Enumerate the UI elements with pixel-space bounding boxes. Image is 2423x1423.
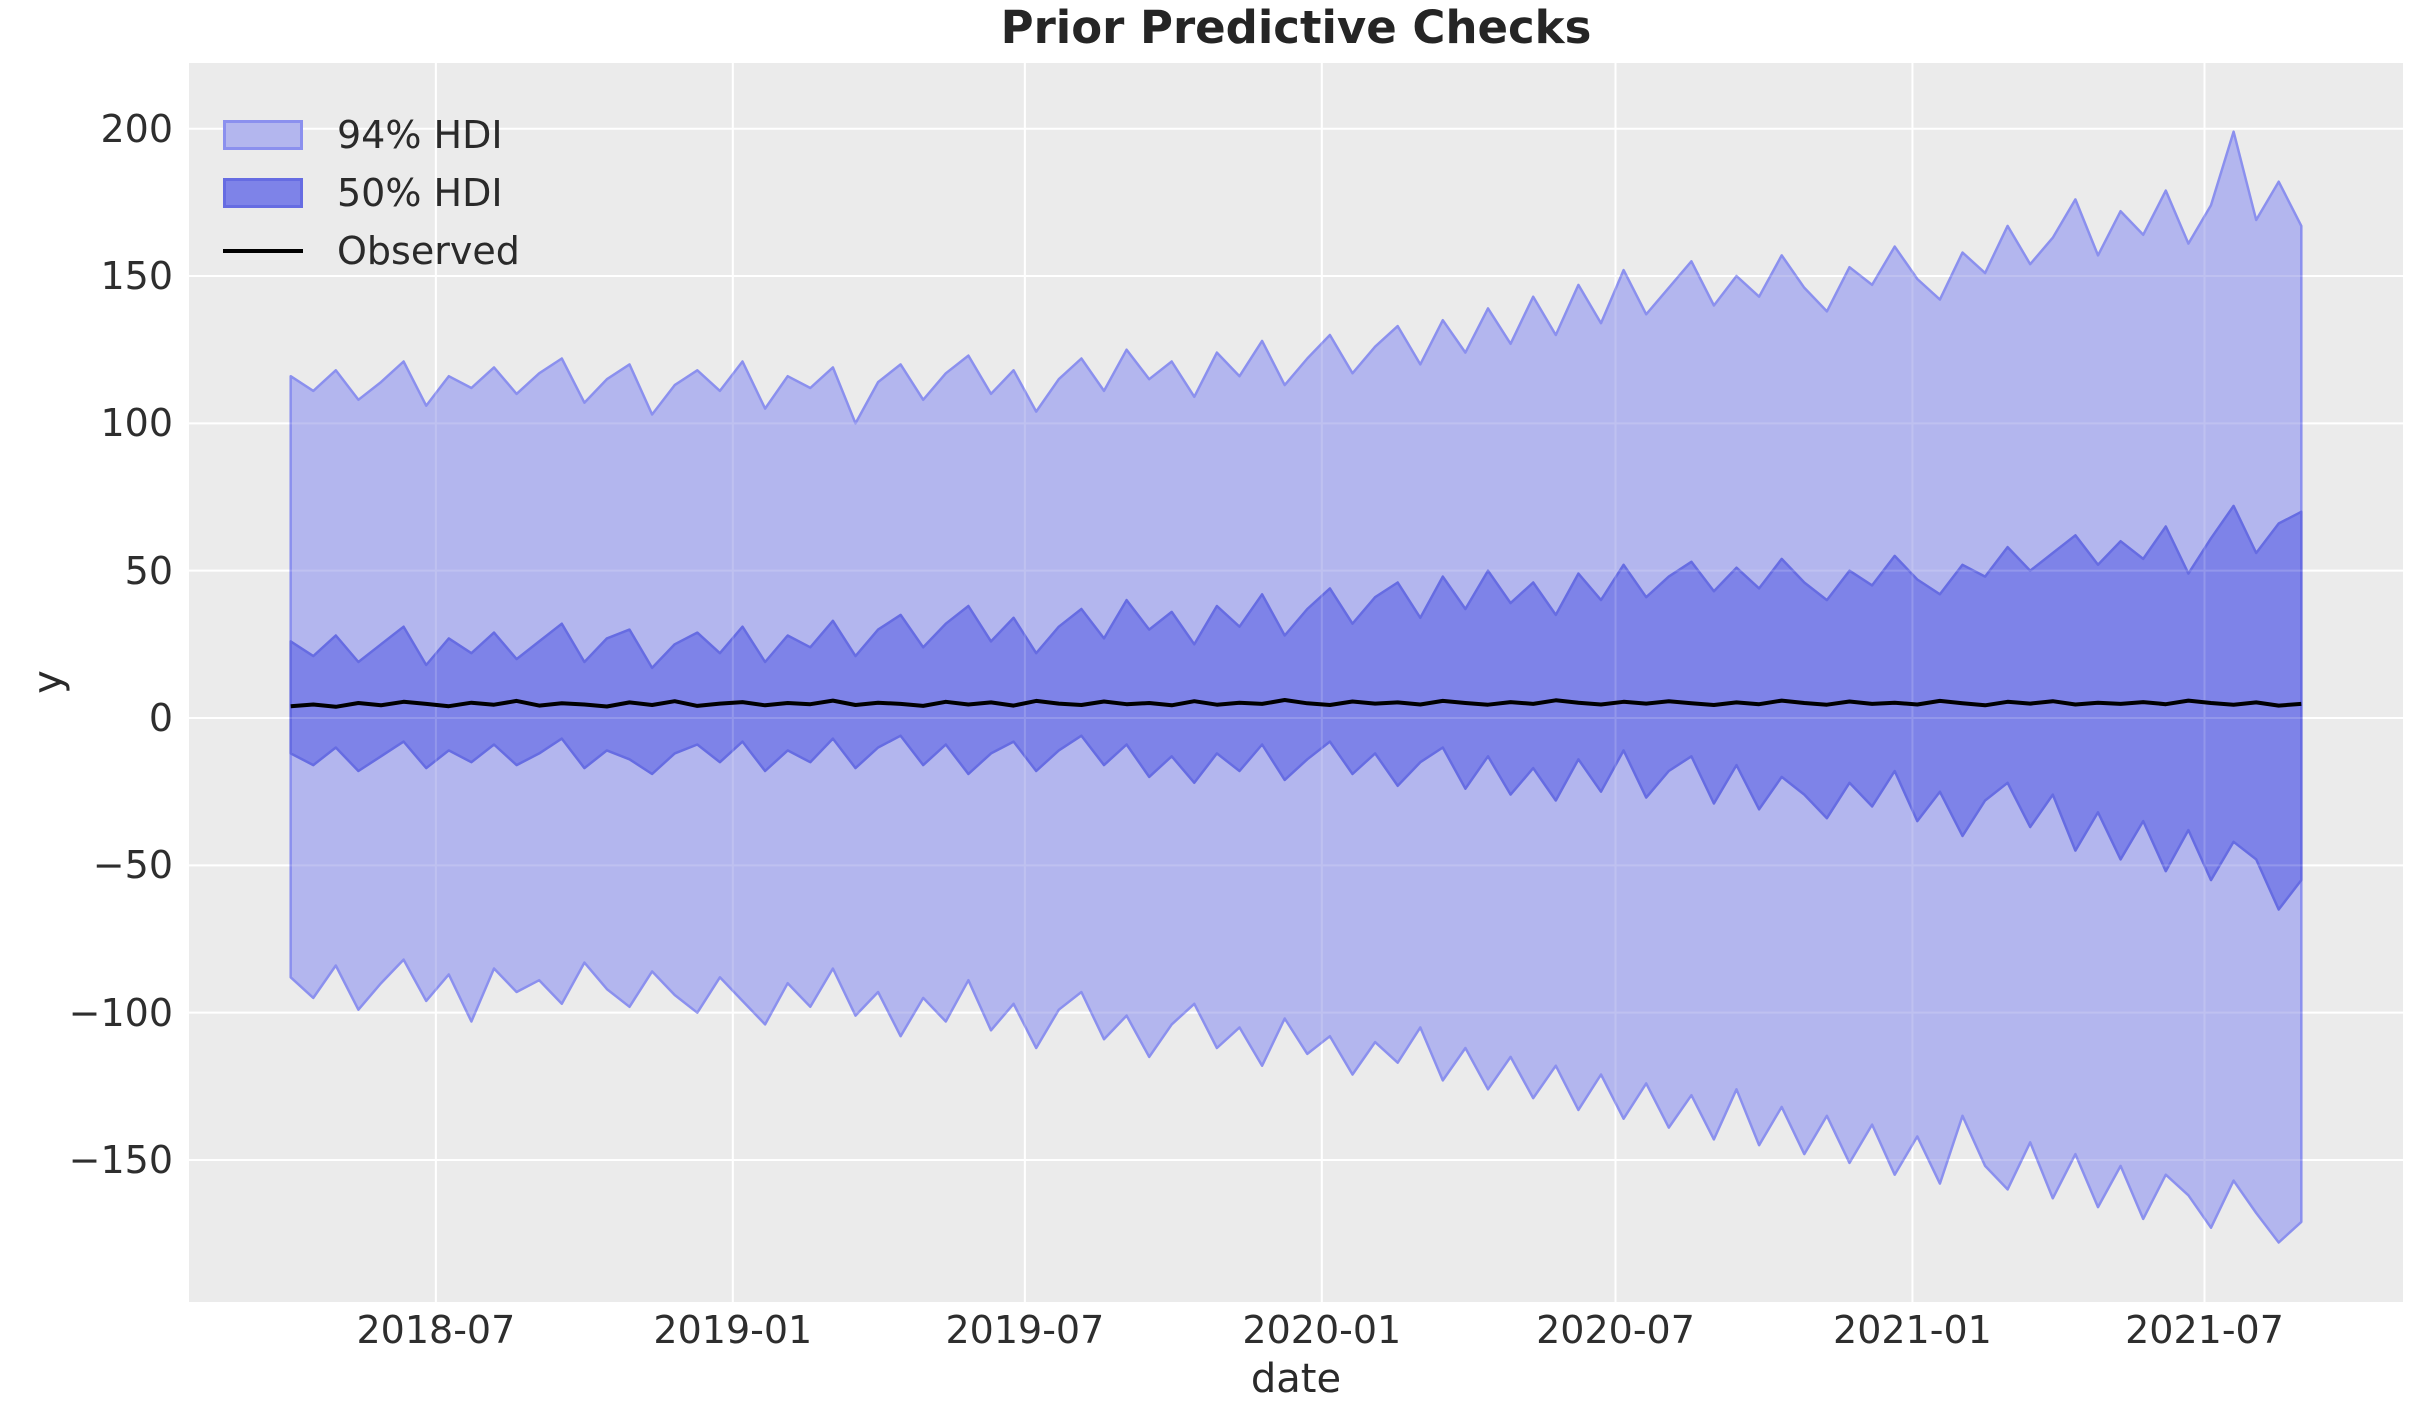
y-tick-label: 50 (124, 548, 173, 593)
chart-title: Prior Predictive Checks (1000, 1, 1592, 54)
x-tick-label: 2021-01 (1833, 1308, 1992, 1352)
observed-line-swatch-icon (223, 249, 303, 253)
legend-label: 50% HDI (337, 171, 503, 215)
y-tick-label: 150 (100, 254, 173, 299)
x-tick-label: 2020-01 (1242, 1308, 1402, 1352)
hdi-50-band (289, 504, 2303, 911)
legend: 94% HDI 50% HDI Observed (223, 106, 520, 280)
x-tick-label: 2018-07 (356, 1308, 516, 1352)
y-tick-label: 100 (100, 401, 173, 446)
legend-item-observed: Observed (223, 222, 520, 280)
y-tick-label: −50 (92, 843, 173, 888)
legend-item-50-hdi: 50% HDI (223, 164, 520, 222)
y-tick-label: −100 (68, 990, 173, 1035)
hdi-94-swatch-icon (223, 120, 303, 150)
x-tick-label: 2021-07 (2125, 1308, 2284, 1352)
y-tick-label: 0 (148, 696, 173, 740)
legend-label: Observed (337, 229, 520, 273)
y-tick-label: 200 (100, 106, 173, 151)
x-tick-label: 2019-07 (945, 1308, 1105, 1352)
y-axis-label: y (25, 670, 71, 694)
x-tick-label: 2019-01 (653, 1308, 813, 1352)
legend-item-94-hdi: 94% HDI (223, 106, 520, 164)
x-axis-label: date (1250, 1356, 1342, 1402)
observed-line (290, 698, 2302, 709)
x-tick-label: 2020-07 (1536, 1308, 1695, 1352)
legend-label: 94% HDI (337, 113, 503, 157)
y-tick-label: −150 (68, 1137, 173, 1182)
hdi-50-swatch-icon (223, 178, 303, 208)
gridlines-overlay (189, 63, 2403, 1302)
